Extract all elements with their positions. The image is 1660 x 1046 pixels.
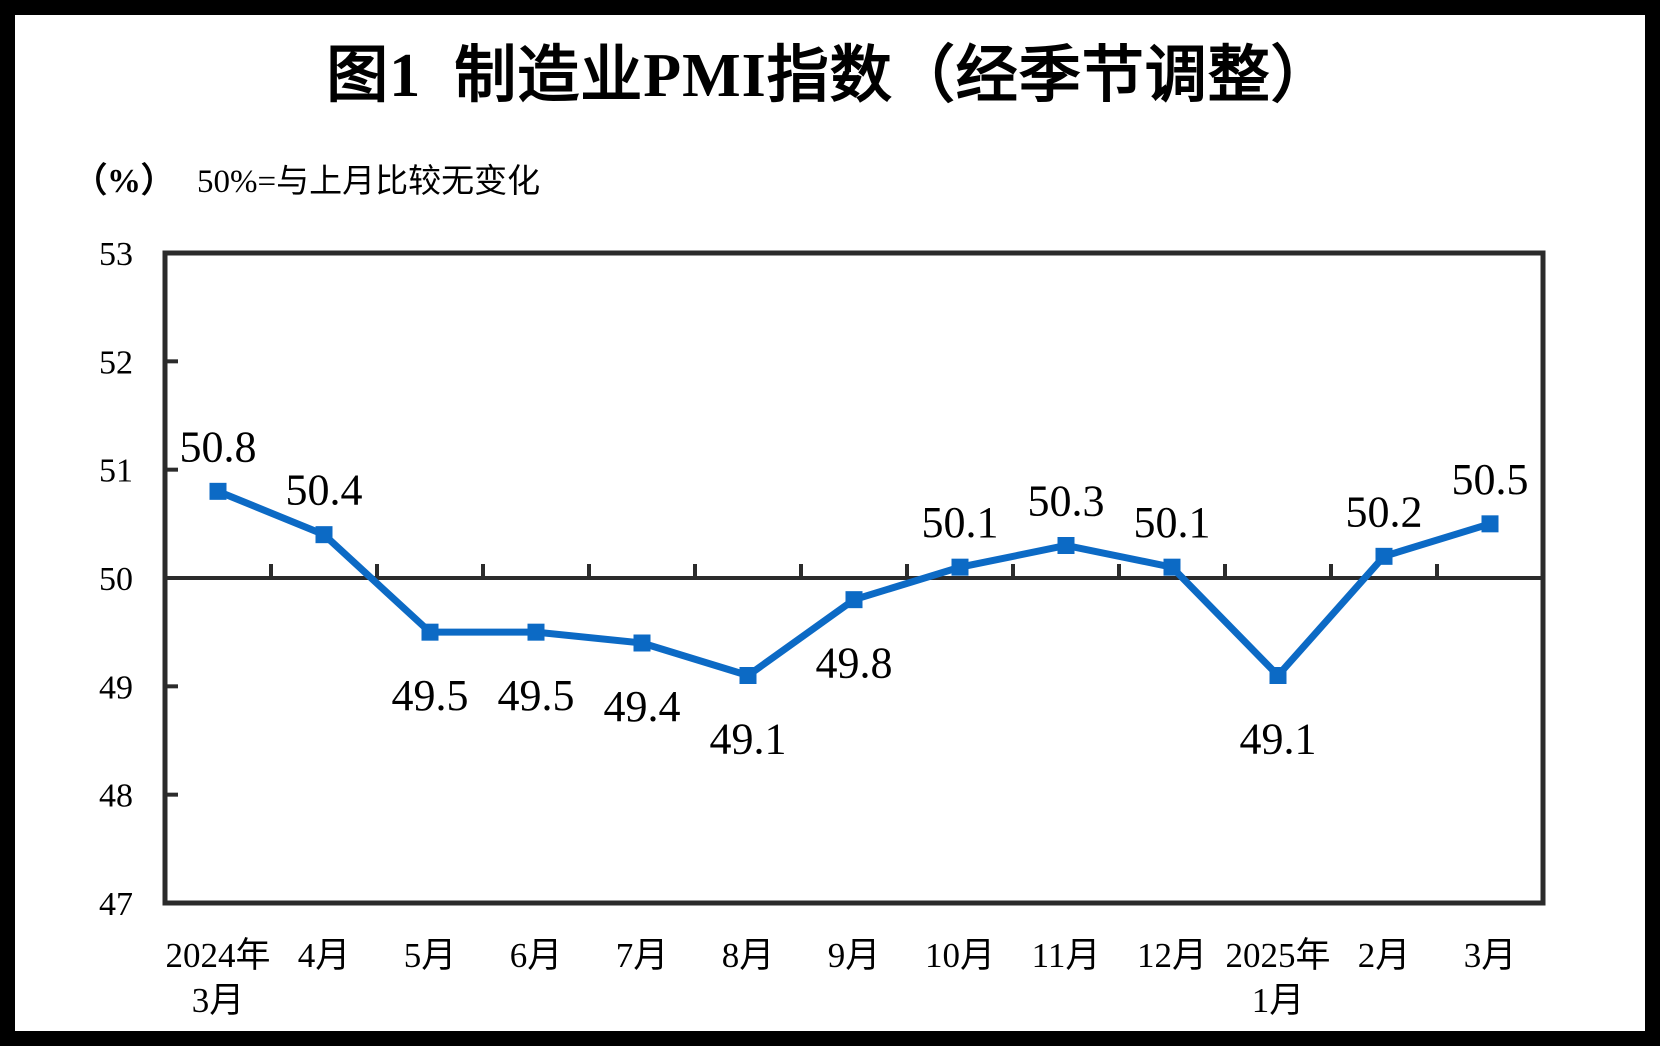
- data-point-label: 49.5: [498, 671, 575, 720]
- data-point-marker: [315, 526, 333, 544]
- pmi-chart-svg: 53 52 51 50 49 48 47 2024年 3月 4月 5月 6月 7月 8月 9月 10月 11月 1…: [99, 236, 1546, 1020]
- chart-title: 图1 制造业PMI指数（经季节调整）: [326, 42, 1334, 110]
- y-axis-tick-label: 53: [99, 236, 133, 273]
- x-axis-label: 6月: [510, 936, 563, 975]
- data-point-label: 50.8: [180, 422, 257, 471]
- x-axis-label: 8月: [722, 936, 775, 975]
- y-axis-tick-label: 52: [99, 344, 133, 381]
- x-axis-label: 9月: [828, 936, 881, 975]
- data-point-label: 50.2: [1346, 487, 1423, 536]
- x-axis-label: 3月: [1464, 936, 1517, 975]
- data-point-marker: [1163, 558, 1181, 576]
- x-axis-label-line2: 1月: [1252, 981, 1305, 1020]
- x-axis-label: 4月: [298, 936, 351, 975]
- chart-subtitle: （%） 50%=与上月比较无变化: [73, 153, 540, 202]
- data-point-marker: [739, 667, 757, 684]
- x-axis-label: 2025年: [1225, 936, 1330, 975]
- x-axis-label: 12月: [1137, 936, 1207, 975]
- data-point-label: 50.1: [1134, 498, 1211, 547]
- data-point-label: 50.4: [286, 466, 363, 515]
- data-point-marker: [1375, 547, 1393, 565]
- data-point-marker: [1481, 515, 1499, 533]
- data-point-marker: [209, 482, 227, 500]
- y-axis-tick-label: 51: [99, 453, 133, 490]
- x-axis-label: 10月: [925, 936, 995, 975]
- x-axis-label: 5月: [404, 936, 457, 975]
- data-point-marker: [845, 591, 863, 609]
- data-point-label: 50.5: [1452, 455, 1529, 504]
- data-point-label: 50.1: [922, 498, 999, 547]
- x-axis-label: 11月: [1032, 936, 1101, 975]
- data-point-label: 49.8: [816, 639, 893, 688]
- data-point-marker: [1269, 667, 1287, 684]
- data-point-marker: [951, 558, 969, 576]
- data-point-marker: [421, 623, 439, 641]
- data-point-label: 49.1: [710, 715, 787, 764]
- data-point-marker: [527, 623, 545, 641]
- reference-note: 50%=与上月比较无变化: [197, 164, 541, 200]
- x-axis-label: 2月: [1358, 936, 1411, 975]
- y-axis-tick-label: 49: [99, 669, 133, 706]
- data-point-marker: [633, 634, 651, 652]
- data-point-label: 49.1: [1240, 715, 1317, 764]
- x-axis-label-line2: 3月: [192, 981, 245, 1020]
- x-axis-label: 7月: [616, 936, 669, 975]
- data-point-label: 49.5: [392, 671, 469, 720]
- y-axis-tick-label: 47: [99, 886, 133, 923]
- y-axis-unit-label: （%）: [73, 163, 175, 200]
- y-axis-tick-label: 50: [99, 561, 133, 598]
- figure-page: 图1 制造业PMI指数（经季节调整） （%） 50%=与上月比较无变化 53 52…: [15, 15, 1645, 1031]
- data-point-marker: [1057, 537, 1075, 554]
- data-point-label: 50.3: [1028, 477, 1105, 526]
- y-axis-tick-label: 48: [99, 778, 133, 815]
- x-axis-label: 2024年: [165, 936, 270, 975]
- data-point-label: 49.4: [604, 682, 681, 731]
- pmi-line-chart: 53 52 51 50 49 48 47 2024年 3月 4月 5月 6月 7月 8月 9月 10月 11月 1…: [15, 15, 1645, 1031]
